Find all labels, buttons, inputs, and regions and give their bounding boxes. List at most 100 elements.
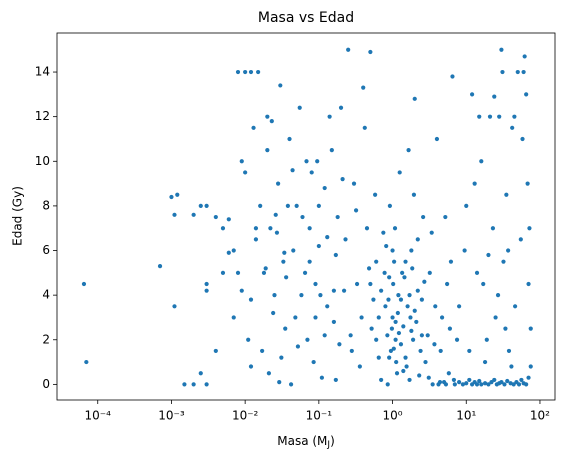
point: [419, 333, 424, 338]
point: [361, 85, 366, 90]
point: [311, 359, 316, 365]
point: [313, 315, 318, 320]
point: [454, 337, 460, 342]
point: [271, 310, 276, 316]
point: [333, 377, 338, 383]
point: [265, 148, 270, 153]
point: [515, 69, 520, 75]
y-tick-label: 8: [42, 198, 50, 212]
point: [359, 315, 364, 320]
point: [213, 214, 218, 220]
point: [297, 105, 302, 110]
point: [412, 96, 417, 101]
point: [443, 382, 449, 387]
point: [357, 364, 362, 369]
point: [346, 47, 351, 52]
point: [331, 288, 336, 293]
point: [266, 371, 271, 376]
point: [371, 297, 376, 302]
point: [213, 348, 218, 354]
point: [260, 348, 265, 354]
point: [294, 203, 299, 209]
point: [302, 270, 308, 275]
x-tick-label: 10¹: [456, 409, 476, 423]
point: [482, 359, 488, 365]
point: [268, 226, 273, 231]
point: [274, 230, 280, 235]
point: [337, 342, 342, 347]
point: [277, 380, 282, 385]
point: [248, 364, 254, 369]
point: [425, 333, 430, 338]
point: [261, 270, 267, 275]
point: [265, 114, 270, 119]
x-tick-label: 10⁻²: [232, 409, 259, 423]
point: [343, 237, 348, 242]
point: [258, 203, 263, 209]
point: [405, 304, 410, 309]
point: [422, 279, 427, 284]
point: [492, 377, 497, 383]
x-tick-label: 10⁻³: [158, 409, 185, 423]
point: [391, 346, 396, 351]
point: [526, 281, 531, 287]
point: [407, 293, 412, 298]
point: [340, 177, 345, 182]
point: [392, 259, 397, 264]
point: [398, 297, 404, 302]
point: [175, 192, 180, 197]
point: [396, 293, 401, 298]
point: [402, 275, 407, 280]
point: [251, 125, 256, 130]
x-tick-label: 10²: [530, 409, 550, 423]
point: [524, 92, 529, 97]
point: [430, 382, 435, 387]
point: [423, 359, 428, 365]
point: [391, 281, 396, 287]
point: [353, 208, 359, 213]
point: [354, 281, 360, 287]
point: [381, 230, 386, 235]
point: [204, 288, 209, 293]
point: [467, 348, 472, 354]
point: [396, 330, 402, 336]
x-axis-label-end: ): [330, 434, 335, 448]
point: [379, 288, 384, 293]
point: [373, 192, 378, 197]
point: [495, 293, 501, 298]
point: [403, 259, 408, 264]
point: [504, 192, 509, 197]
point: [506, 248, 511, 253]
y-tick-label: 6: [42, 243, 50, 257]
point: [512, 114, 517, 119]
point: [204, 281, 209, 287]
point: [288, 382, 294, 387]
plot-frame: [56, 32, 556, 401]
point: [443, 214, 448, 220]
point: [395, 310, 400, 316]
point: [464, 381, 469, 386]
point: [319, 375, 325, 380]
point: [231, 248, 236, 253]
point: [409, 328, 414, 333]
point: [412, 308, 417, 313]
point: [191, 212, 196, 217]
x-axis-label-sub: J: [326, 440, 330, 450]
point: [341, 288, 347, 293]
point: [519, 377, 524, 383]
point: [387, 275, 392, 280]
point: [387, 203, 392, 209]
y-axis-label: Edad (Gy): [11, 186, 25, 246]
point: [490, 226, 496, 231]
point: [393, 337, 398, 342]
point: [248, 69, 254, 75]
point: [520, 136, 525, 142]
point: [438, 348, 443, 354]
point: [429, 230, 434, 235]
point: [313, 281, 318, 287]
y-tick-label: 10: [35, 154, 50, 168]
point: [462, 248, 467, 253]
point: [276, 181, 281, 186]
point: [450, 74, 455, 79]
